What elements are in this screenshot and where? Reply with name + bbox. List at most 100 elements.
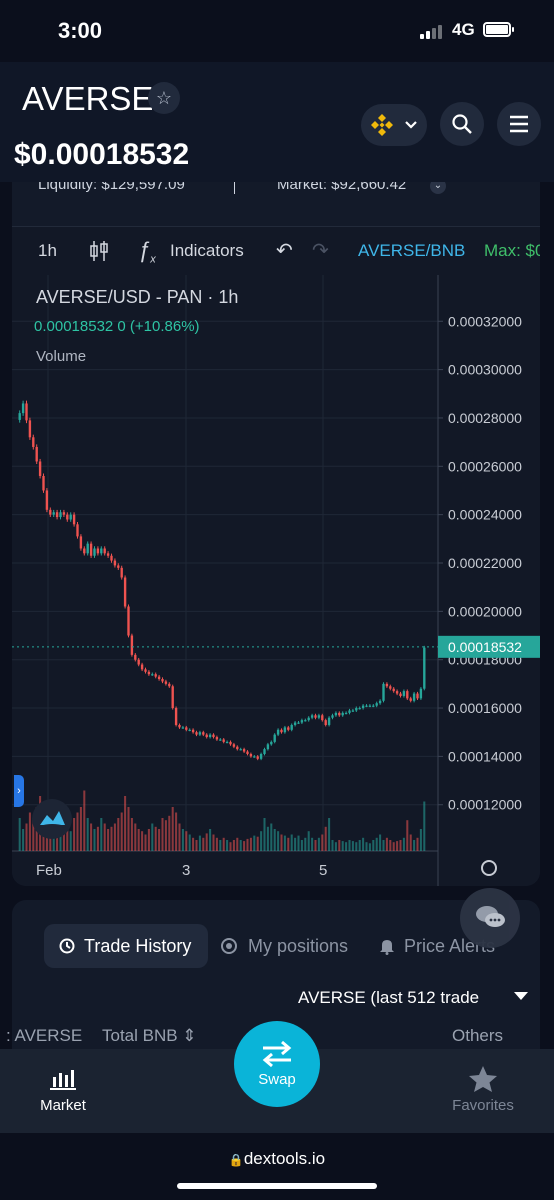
candle — [174, 708, 178, 725]
volume-bar — [154, 826, 157, 851]
swap-button[interactable]: Swap — [234, 1021, 320, 1107]
tab-my-positions[interactable]: My positions — [218, 924, 368, 968]
chat-button[interactable] — [460, 888, 520, 948]
candle — [327, 717, 331, 725]
candle — [351, 710, 355, 712]
history-icon — [58, 937, 76, 960]
candlestick-icon[interactable] — [88, 239, 110, 263]
candle — [28, 420, 32, 438]
volume-bar — [280, 834, 283, 851]
swap-label: Swap — [258, 1071, 296, 1088]
candle — [154, 674, 157, 677]
pair-selector[interactable]: AVERSE/BNB — [358, 241, 466, 260]
candle — [59, 512, 62, 518]
volume-bar — [351, 841, 354, 851]
candle — [310, 715, 314, 718]
home-indicator[interactable] — [177, 1183, 377, 1189]
volume-bar — [270, 823, 273, 851]
column-header-total-bnb[interactable]: Total BNB ⇕ — [102, 1026, 197, 1045]
candle — [412, 693, 416, 701]
chart-toolbar: 1h ƒx Indicators ↶ ↷ AVERSE/BNB Max: $0 — [12, 226, 540, 276]
candle — [205, 734, 208, 738]
tab-label: Trade History — [84, 936, 192, 956]
volume-bar — [297, 835, 300, 851]
candle — [232, 744, 236, 747]
star-icon — [469, 1066, 497, 1092]
chain-selector-button[interactable] — [361, 104, 427, 146]
candlestick-chart[interactable]: 0.00032000 0.00030000 0.00028000 0.00026000… — [12, 275, 540, 886]
y-tick-label: 0.00016000 — [448, 700, 522, 716]
caret-down-icon[interactable] — [514, 992, 528, 1000]
redo-icon[interactable]: ↷ — [312, 240, 329, 262]
trade-filter-select[interactable]: AVERSE (last 512 trade — [298, 988, 480, 1007]
candle — [38, 461, 42, 476]
gear-icon[interactable] — [481, 860, 497, 876]
candle — [147, 671, 151, 675]
candle — [96, 548, 100, 554]
browser-url-bar[interactable]: 🔒dextools.io — [0, 1133, 554, 1200]
volume-bar — [222, 837, 225, 851]
candle — [419, 688, 423, 699]
favorite-star-icon[interactable]: ☆ — [148, 82, 180, 114]
candle — [117, 565, 120, 568]
candle — [270, 741, 273, 745]
volume-bar — [113, 823, 116, 851]
indicators-button[interactable]: Indicators — [170, 241, 244, 260]
tab-trade-history[interactable]: Trade History — [44, 924, 208, 968]
volume-bar — [202, 837, 205, 851]
candle — [348, 710, 351, 713]
y-tick-label: 0.00030000 — [448, 362, 522, 378]
volume-bar — [212, 834, 215, 851]
y-tick-label: 0.00028000 — [448, 410, 522, 426]
volume-bar — [209, 829, 212, 851]
candle — [137, 659, 140, 665]
price-chart[interactable]: 0.00032000 0.00030000 0.00028000 0.00026000… — [12, 275, 540, 886]
candle — [185, 727, 188, 730]
chat-icon — [476, 906, 505, 927]
y-tick-label: 0.00026000 — [448, 458, 522, 474]
menu-button[interactable] — [497, 102, 541, 146]
volume-bar — [317, 837, 320, 851]
nav-market[interactable]: Market — [13, 1065, 113, 1114]
candle — [331, 715, 334, 718]
volume-bar — [219, 840, 222, 851]
candle — [215, 737, 219, 740]
undo-icon[interactable]: ↶ — [276, 240, 293, 262]
bnb-icon — [371, 114, 393, 136]
chevron-down-icon[interactable]: ⌄ — [430, 182, 446, 194]
candle — [100, 548, 103, 554]
candle — [266, 744, 270, 750]
candle — [256, 756, 259, 759]
column-header-others[interactable]: Others — [452, 1026, 504, 1045]
candle — [273, 734, 276, 742]
nav-favorites[interactable]: Favorites — [433, 1065, 533, 1114]
volume-bar — [90, 823, 93, 851]
volume-bar — [130, 818, 133, 851]
candle — [344, 712, 348, 715]
candle — [242, 749, 246, 752]
volume-bar — [385, 837, 388, 851]
candle — [113, 560, 117, 566]
volume-bar — [249, 837, 252, 851]
column-header-amount[interactable]: : AVERSE — [6, 1026, 83, 1045]
tradingview-logo[interactable] — [32, 799, 72, 839]
interval-button[interactable]: 1h — [38, 241, 57, 260]
volume-bar — [103, 823, 106, 851]
candle — [171, 686, 174, 709]
volume-bar — [256, 836, 259, 851]
volume-bar — [300, 840, 303, 851]
candle — [239, 749, 242, 751]
candle — [52, 512, 55, 515]
candle — [106, 553, 110, 556]
candle — [423, 647, 426, 689]
volume-bar — [147, 829, 150, 851]
chevron-down-icon — [405, 121, 417, 129]
search-button[interactable] — [440, 102, 484, 146]
chart-sidebar-toggle[interactable]: › — [14, 775, 24, 807]
token-price: $0.00018532 — [14, 138, 190, 171]
volume-bar — [355, 842, 358, 851]
volume-bar — [345, 842, 348, 851]
candle — [188, 729, 191, 731]
volume-bar — [137, 829, 140, 851]
volume-bar — [151, 823, 154, 851]
